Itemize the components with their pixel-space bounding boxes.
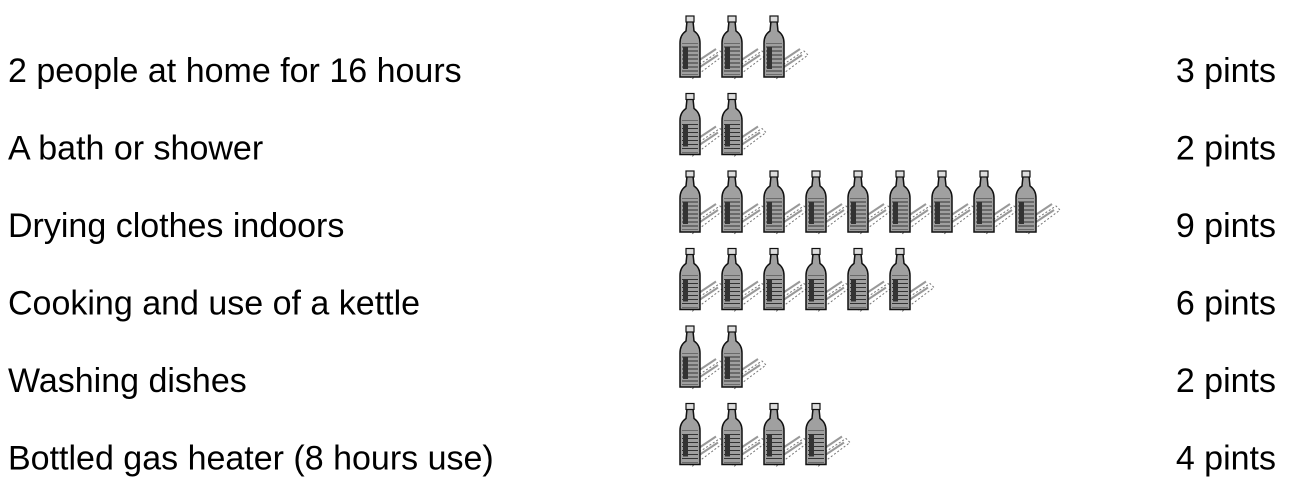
category-label: Washing dishes (8, 362, 247, 400)
bottle-cap (686, 404, 694, 410)
bottle-icon (680, 404, 724, 467)
bottle-icon (806, 404, 850, 467)
category-label: A bath or shower (8, 129, 263, 167)
bottle-cap (686, 94, 694, 100)
bottle-label (977, 202, 982, 224)
bottle-icon (680, 16, 724, 79)
bottle-row (680, 94, 766, 157)
bottle-icon (932, 171, 976, 234)
bottle-icon (890, 249, 934, 312)
bottle-cap (686, 249, 694, 255)
bottle-label (683, 280, 688, 302)
bottle-cap (686, 16, 694, 22)
bottle-label (683, 125, 688, 147)
bottle-cap (812, 249, 820, 255)
bottle-label (725, 357, 730, 379)
bottle-cap (854, 249, 862, 255)
bottle-label (809, 202, 814, 224)
bottle-icon (764, 249, 808, 312)
bottle-label (767, 435, 772, 457)
bottle-cap (728, 326, 736, 332)
bottle-icon (848, 171, 892, 234)
value-label: 2 pints (1176, 129, 1276, 167)
bottle-label (725, 125, 730, 147)
bottle-cap (854, 171, 862, 177)
bottle-row (680, 16, 808, 79)
bottle-cap (686, 326, 694, 332)
bottle-label (809, 435, 814, 457)
bottle-icon (680, 171, 724, 234)
bottle-cap (812, 404, 820, 410)
bottle-label (767, 202, 772, 224)
bottle-cap (896, 249, 904, 255)
bottle-icon (974, 171, 1018, 234)
bottle-cap (770, 171, 778, 177)
bottle-cap (728, 94, 736, 100)
bottle-cap (686, 171, 694, 177)
bottle-label (851, 202, 856, 224)
bottle-row (680, 326, 766, 389)
bottle-icon (722, 326, 766, 389)
bottle-row (680, 249, 934, 312)
value-label: 6 pints (1176, 284, 1276, 322)
bottle-cap (812, 171, 820, 177)
bottle-label (683, 357, 688, 379)
bottle-icon (764, 16, 808, 79)
bottle-icon (722, 249, 766, 312)
bottle-icon (680, 94, 724, 157)
bottle-cap (980, 171, 988, 177)
bottle-icon (722, 404, 766, 467)
bottle-label (683, 435, 688, 457)
bottle-icon (890, 171, 934, 234)
bottle-row (680, 404, 850, 467)
category-label: 2 people at home for 16 hours (8, 52, 462, 90)
bottle-cap (728, 171, 736, 177)
bottle-label (767, 280, 772, 302)
bottle-icon (1016, 171, 1060, 234)
bottle-icon (806, 249, 850, 312)
value-label: 9 pints (1176, 207, 1276, 245)
bottle-icon (722, 16, 766, 79)
bottle-label (809, 280, 814, 302)
chart: 2 people at home for 16 hours 3 pints A ba… (0, 0, 1290, 495)
bottle-cap (728, 404, 736, 410)
bottle-cap (728, 249, 736, 255)
category-label: Cooking and use of a kettle (8, 284, 420, 322)
bottle-label (683, 47, 688, 69)
bottle-label (725, 202, 730, 224)
bottle-cap (770, 404, 778, 410)
value-label: 2 pints (1176, 362, 1276, 400)
bottle-label (725, 435, 730, 457)
bottle-icon (806, 171, 850, 234)
bottle-icon (680, 326, 724, 389)
category-label: Drying clothes indoors (8, 207, 344, 245)
bottle-label (767, 47, 772, 69)
value-label: 3 pints (1176, 52, 1276, 90)
bottle-cap (1022, 171, 1030, 177)
bottle-label (893, 202, 898, 224)
bottle-label (851, 280, 856, 302)
bottle-label (893, 280, 898, 302)
bottle-label (1019, 202, 1024, 224)
bottle-label (725, 280, 730, 302)
bottle-icon (848, 249, 892, 312)
bottle-label (683, 202, 688, 224)
bottle-icon (764, 404, 808, 467)
bottle-icon (722, 94, 766, 157)
bottle-icon (722, 171, 766, 234)
bottle-cap (770, 249, 778, 255)
bottle-row (680, 171, 1060, 234)
category-label: Bottled gas heater (8 hours use) (8, 439, 494, 477)
bottle-cap (728, 16, 736, 22)
bottle-icon (764, 171, 808, 234)
bottle-label (725, 47, 730, 69)
bottle-cap (938, 171, 946, 177)
bottle-icon (680, 249, 724, 312)
value-label: 4 pints (1176, 439, 1276, 477)
bottle-label (935, 202, 940, 224)
bottle-cap (770, 16, 778, 22)
bottle-cap (896, 171, 904, 177)
